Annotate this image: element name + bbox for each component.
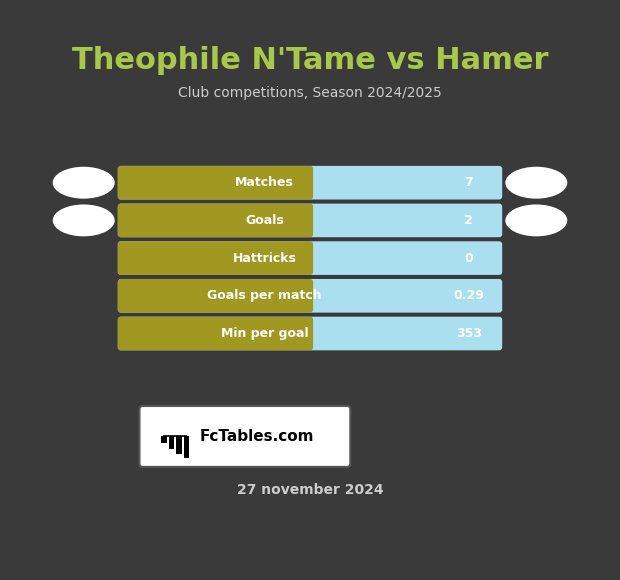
FancyBboxPatch shape bbox=[118, 317, 313, 350]
Text: 2: 2 bbox=[464, 214, 473, 227]
FancyBboxPatch shape bbox=[118, 317, 502, 350]
FancyBboxPatch shape bbox=[118, 279, 502, 313]
FancyBboxPatch shape bbox=[118, 166, 313, 200]
FancyBboxPatch shape bbox=[118, 166, 502, 200]
Text: 353: 353 bbox=[456, 327, 482, 340]
Bar bbox=[161, 436, 167, 443]
Ellipse shape bbox=[53, 205, 115, 237]
Ellipse shape bbox=[505, 167, 567, 198]
Ellipse shape bbox=[53, 167, 115, 198]
Text: Hattricks: Hattricks bbox=[232, 252, 296, 264]
Text: Matches: Matches bbox=[235, 176, 294, 189]
Bar bbox=[184, 437, 189, 458]
Text: 27 november 2024: 27 november 2024 bbox=[237, 483, 383, 497]
Text: FcTables.com: FcTables.com bbox=[200, 429, 314, 444]
FancyBboxPatch shape bbox=[118, 279, 313, 313]
Bar bbox=[169, 437, 174, 449]
FancyBboxPatch shape bbox=[140, 406, 350, 467]
Bar bbox=[176, 436, 182, 454]
Text: Theophile N'Tame vs Hamer: Theophile N'Tame vs Hamer bbox=[72, 46, 548, 75]
Text: 0: 0 bbox=[464, 252, 473, 264]
FancyBboxPatch shape bbox=[118, 204, 502, 237]
Ellipse shape bbox=[505, 205, 567, 237]
Text: Goals: Goals bbox=[246, 214, 284, 227]
Text: Min per goal: Min per goal bbox=[221, 327, 308, 340]
Text: Goals per match: Goals per match bbox=[207, 289, 322, 302]
FancyBboxPatch shape bbox=[118, 241, 313, 275]
Text: 0.29: 0.29 bbox=[453, 289, 484, 302]
FancyBboxPatch shape bbox=[118, 204, 313, 237]
Text: 7: 7 bbox=[464, 176, 473, 189]
Text: Club competitions, Season 2024/2025: Club competitions, Season 2024/2025 bbox=[178, 86, 442, 100]
FancyBboxPatch shape bbox=[118, 241, 502, 275]
